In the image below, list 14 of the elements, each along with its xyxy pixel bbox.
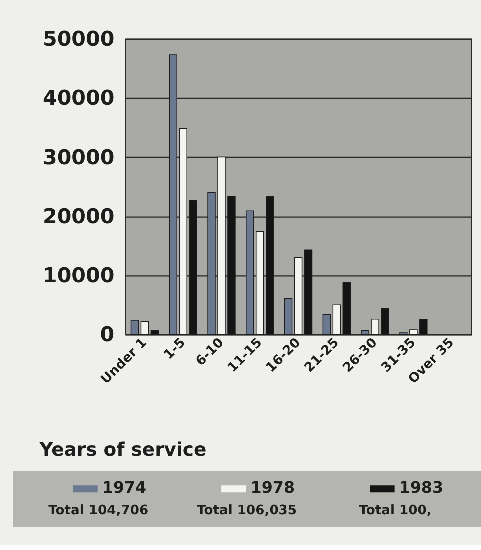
text: Total 100, [359,503,432,518]
legend-label: 1974 [102,478,147,497]
y-tick-label: 20000 [43,204,115,228]
legend-label: 1983 [399,478,444,497]
x-tick-label: 1-5 [162,336,189,364]
y-tick-label: 40000 [43,86,115,110]
y-tick-label: 10000 [43,264,115,288]
y-tick-label: 50000 [43,27,115,52]
text: Total 106,035 [197,503,298,518]
y-tick-label: 30000 [43,145,115,170]
legend-label: 1978 [250,478,296,497]
text: Total 104,706 [48,503,149,518]
y-tick-label: 0 [100,322,115,347]
x-axis-title: Years of service [38,440,207,461]
